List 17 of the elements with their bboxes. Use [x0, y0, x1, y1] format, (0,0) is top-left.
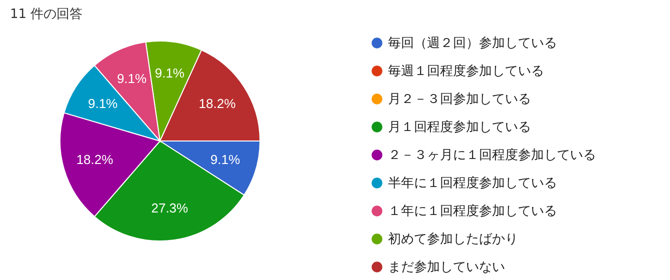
legend-label: 毎回（週２回）参加している — [388, 36, 557, 51]
legend-label: 半年に１回程度参加している — [388, 175, 557, 191]
legend-label: 毎週１回程度参加している — [388, 63, 544, 79]
legend-label: 月１回程度参加している — [388, 119, 531, 135]
legend-label: 初めて参加したばかり — [388, 232, 518, 247]
data-label: 18.2% — [198, 96, 236, 112]
data-label: 9.1% — [154, 66, 185, 81]
data-label: 9.1% — [210, 152, 240, 168]
legend-label: 月２－３回参加している — [388, 92, 531, 107]
legend-label: ２－３ヶ月に１回程度参加している — [388, 147, 596, 163]
data-label: 27.3% — [151, 200, 189, 216]
legend-label: まだ参加していない — [388, 260, 505, 275]
data-label: 9.1% — [116, 71, 148, 86]
data-label: 9.1% — [88, 96, 118, 112]
chart-title: 11 件の回答 — [10, 7, 83, 22]
legend-label: １年に１回程度参加している — [388, 203, 557, 219]
data-label: 18.2% — [76, 152, 114, 168]
